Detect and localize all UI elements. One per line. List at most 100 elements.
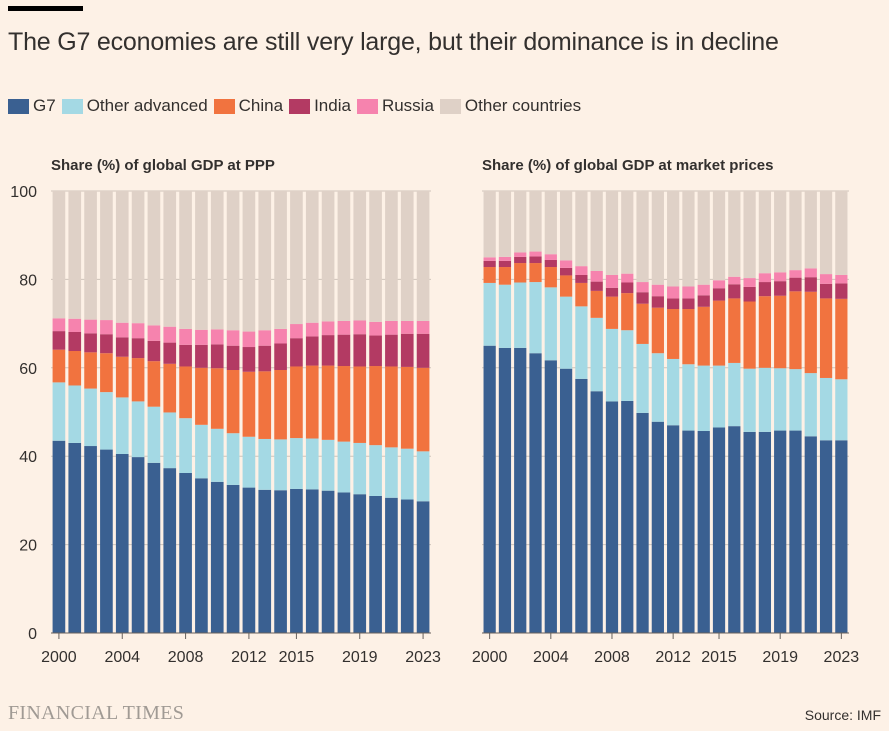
- ppp-bar-other-countries-2018: [337, 191, 351, 321]
- market-bar-other-countries-2010: [636, 191, 649, 283]
- ppp-bar-other-advanced-2010: [210, 428, 224, 482]
- ppp-bar-other-advanced-2013: [258, 438, 272, 490]
- ppp-bar-other-countries-2020: [369, 191, 382, 322]
- ppp-bar-india-2009: [195, 344, 208, 368]
- market-bar-other-advanced-2014: [697, 365, 710, 432]
- ppp-bar-china-2008: [179, 366, 192, 419]
- market-bar-g7-2020: [789, 430, 802, 633]
- market-bar-russia-2020: [789, 270, 802, 278]
- ppp-bar-china-2014: [274, 370, 287, 440]
- legend-item-russia: Russia: [356, 96, 434, 116]
- ppp-bar-russia-2008: [179, 328, 192, 345]
- ppp-bar-india-2016: [305, 336, 319, 366]
- y-tick-label-80: 80: [19, 272, 37, 289]
- market-bar-china-2018: [758, 296, 772, 368]
- ppp-x-tick-label-2008: 2008: [168, 649, 204, 666]
- market-x-tick-label-2015: 2015: [701, 649, 737, 666]
- ppp-bar-china-2009: [195, 367, 208, 425]
- ppp-bar-china-2023: [416, 367, 430, 452]
- ppp-bar-russia-2003: [100, 320, 113, 335]
- market-bar-india-2023: [835, 283, 848, 299]
- ppp-bar-g7-2010: [210, 481, 224, 633]
- market-bar-india-2007: [590, 281, 603, 291]
- ppp-bar-other-advanced-2019: [353, 442, 367, 495]
- market-bar-g7-2022: [819, 440, 833, 633]
- market-bar-other-countries-2022: [819, 191, 833, 275]
- market-bar-other-advanced-2018: [758, 367, 772, 432]
- ppp-bar-china-2010: [210, 368, 224, 429]
- ppp-bar-g7-2021: [385, 497, 398, 633]
- ppp-bar-china-2016: [305, 365, 319, 439]
- ppp-bar-other-advanced-2018: [337, 441, 351, 493]
- legend-swatch-other-advanced: [61, 98, 83, 114]
- ppp-bar-india-2001: [68, 331, 82, 352]
- market-bar-g7-2005: [559, 368, 573, 633]
- ppp-bar-other-advanced-2022: [400, 448, 414, 500]
- ppp-bar-other-advanced-2016: [305, 438, 319, 490]
- market-bar-india-2011: [651, 296, 664, 308]
- ppp-bar-russia-2001: [68, 318, 82, 332]
- market-bar-other-countries-2008: [605, 191, 619, 275]
- market-bar-g7-2004: [544, 360, 557, 633]
- market-bar-other-advanced-2011: [651, 353, 664, 422]
- ppp-bar-other-countries-2021: [385, 191, 398, 321]
- y-tick-label-60: 60: [19, 361, 37, 378]
- ppp-bar-india-2000: [52, 331, 66, 350]
- market-bar-china-2020: [789, 291, 802, 370]
- market-bar-other-countries-2021: [804, 191, 817, 269]
- market-bar-other-countries-2000: [483, 191, 496, 258]
- ppp-bar-other-countries-2008: [179, 191, 192, 329]
- ppp-bar-other-advanced-2003: [100, 392, 113, 450]
- ppp-bar-china-2004: [115, 356, 129, 398]
- ppp-bar-russia-2014: [274, 328, 287, 344]
- ppp-bar-india-2012: [242, 347, 256, 372]
- ppp-bar-russia-2010: [210, 329, 224, 345]
- market-bar-other-countries-2019: [774, 191, 787, 273]
- ppp-x-tick-label-2000: 2000: [41, 649, 77, 666]
- market-bar-g7-2014: [697, 431, 710, 633]
- market-bar-russia-2012: [667, 286, 680, 299]
- legend-label-china: China: [238, 96, 284, 115]
- market-bar-other-countries-2015: [712, 191, 726, 281]
- market-bar-other-countries-2013: [682, 191, 695, 287]
- market-bar-other-countries-2018: [758, 191, 772, 274]
- ppp-bar-other-advanced-2011: [226, 433, 240, 485]
- ppp-bar-g7-2000: [52, 440, 66, 633]
- ppp-bar-india-2011: [226, 345, 240, 371]
- market-bar-russia-2003: [529, 251, 542, 257]
- ppp-bar-russia-2013: [258, 330, 272, 346]
- market-bar-g7-2017: [743, 431, 756, 633]
- ppp-bar-russia-2020: [369, 321, 382, 336]
- market-bar-india-2010: [636, 292, 649, 304]
- ppp-bar-russia-2021: [385, 320, 398, 335]
- market-bar-other-advanced-2004: [544, 287, 557, 361]
- market-bar-russia-2008: [605, 274, 619, 288]
- market-bar-other-advanced-2005: [559, 296, 573, 369]
- market-bar-russia-2011: [651, 284, 664, 297]
- market-bar-china-2016: [728, 298, 741, 363]
- market-bar-china-2019: [774, 295, 787, 369]
- market-bar-china-2013: [682, 309, 695, 365]
- market-bar-russia-2000: [483, 257, 496, 261]
- ppp-bar-china-2011: [226, 370, 240, 434]
- market-bar-g7-2016: [728, 426, 741, 633]
- market-bar-g7-2006: [575, 378, 588, 633]
- ppp-bar-g7-2016: [305, 489, 319, 633]
- market-bar-india-2001: [498, 260, 512, 268]
- legend-item-other-advanced: Other advanced: [61, 96, 208, 116]
- market-bar-other-advanced-2001: [498, 284, 512, 348]
- market-bar-russia-2017: [743, 278, 756, 287]
- market-bar-india-2005: [559, 267, 573, 276]
- market-x-tick-label-2000: 2000: [472, 649, 508, 666]
- market-bar-russia-2009: [621, 273, 634, 283]
- market-bar-other-advanced-2003: [529, 282, 542, 354]
- market-bar-china-2022: [819, 298, 833, 378]
- ppp-bar-russia-2019: [353, 320, 367, 335]
- ppp-bar-russia-2017: [321, 321, 335, 336]
- legend-item-other-countries: Other countries: [439, 96, 581, 116]
- ppp-bar-g7-2013: [258, 489, 272, 633]
- ppp-bar-other-countries-2010: [210, 191, 224, 330]
- ppp-bar-russia-2016: [305, 322, 319, 337]
- market-bar-g7-2000: [483, 345, 496, 633]
- ppp-bar-other-advanced-2015: [290, 438, 303, 489]
